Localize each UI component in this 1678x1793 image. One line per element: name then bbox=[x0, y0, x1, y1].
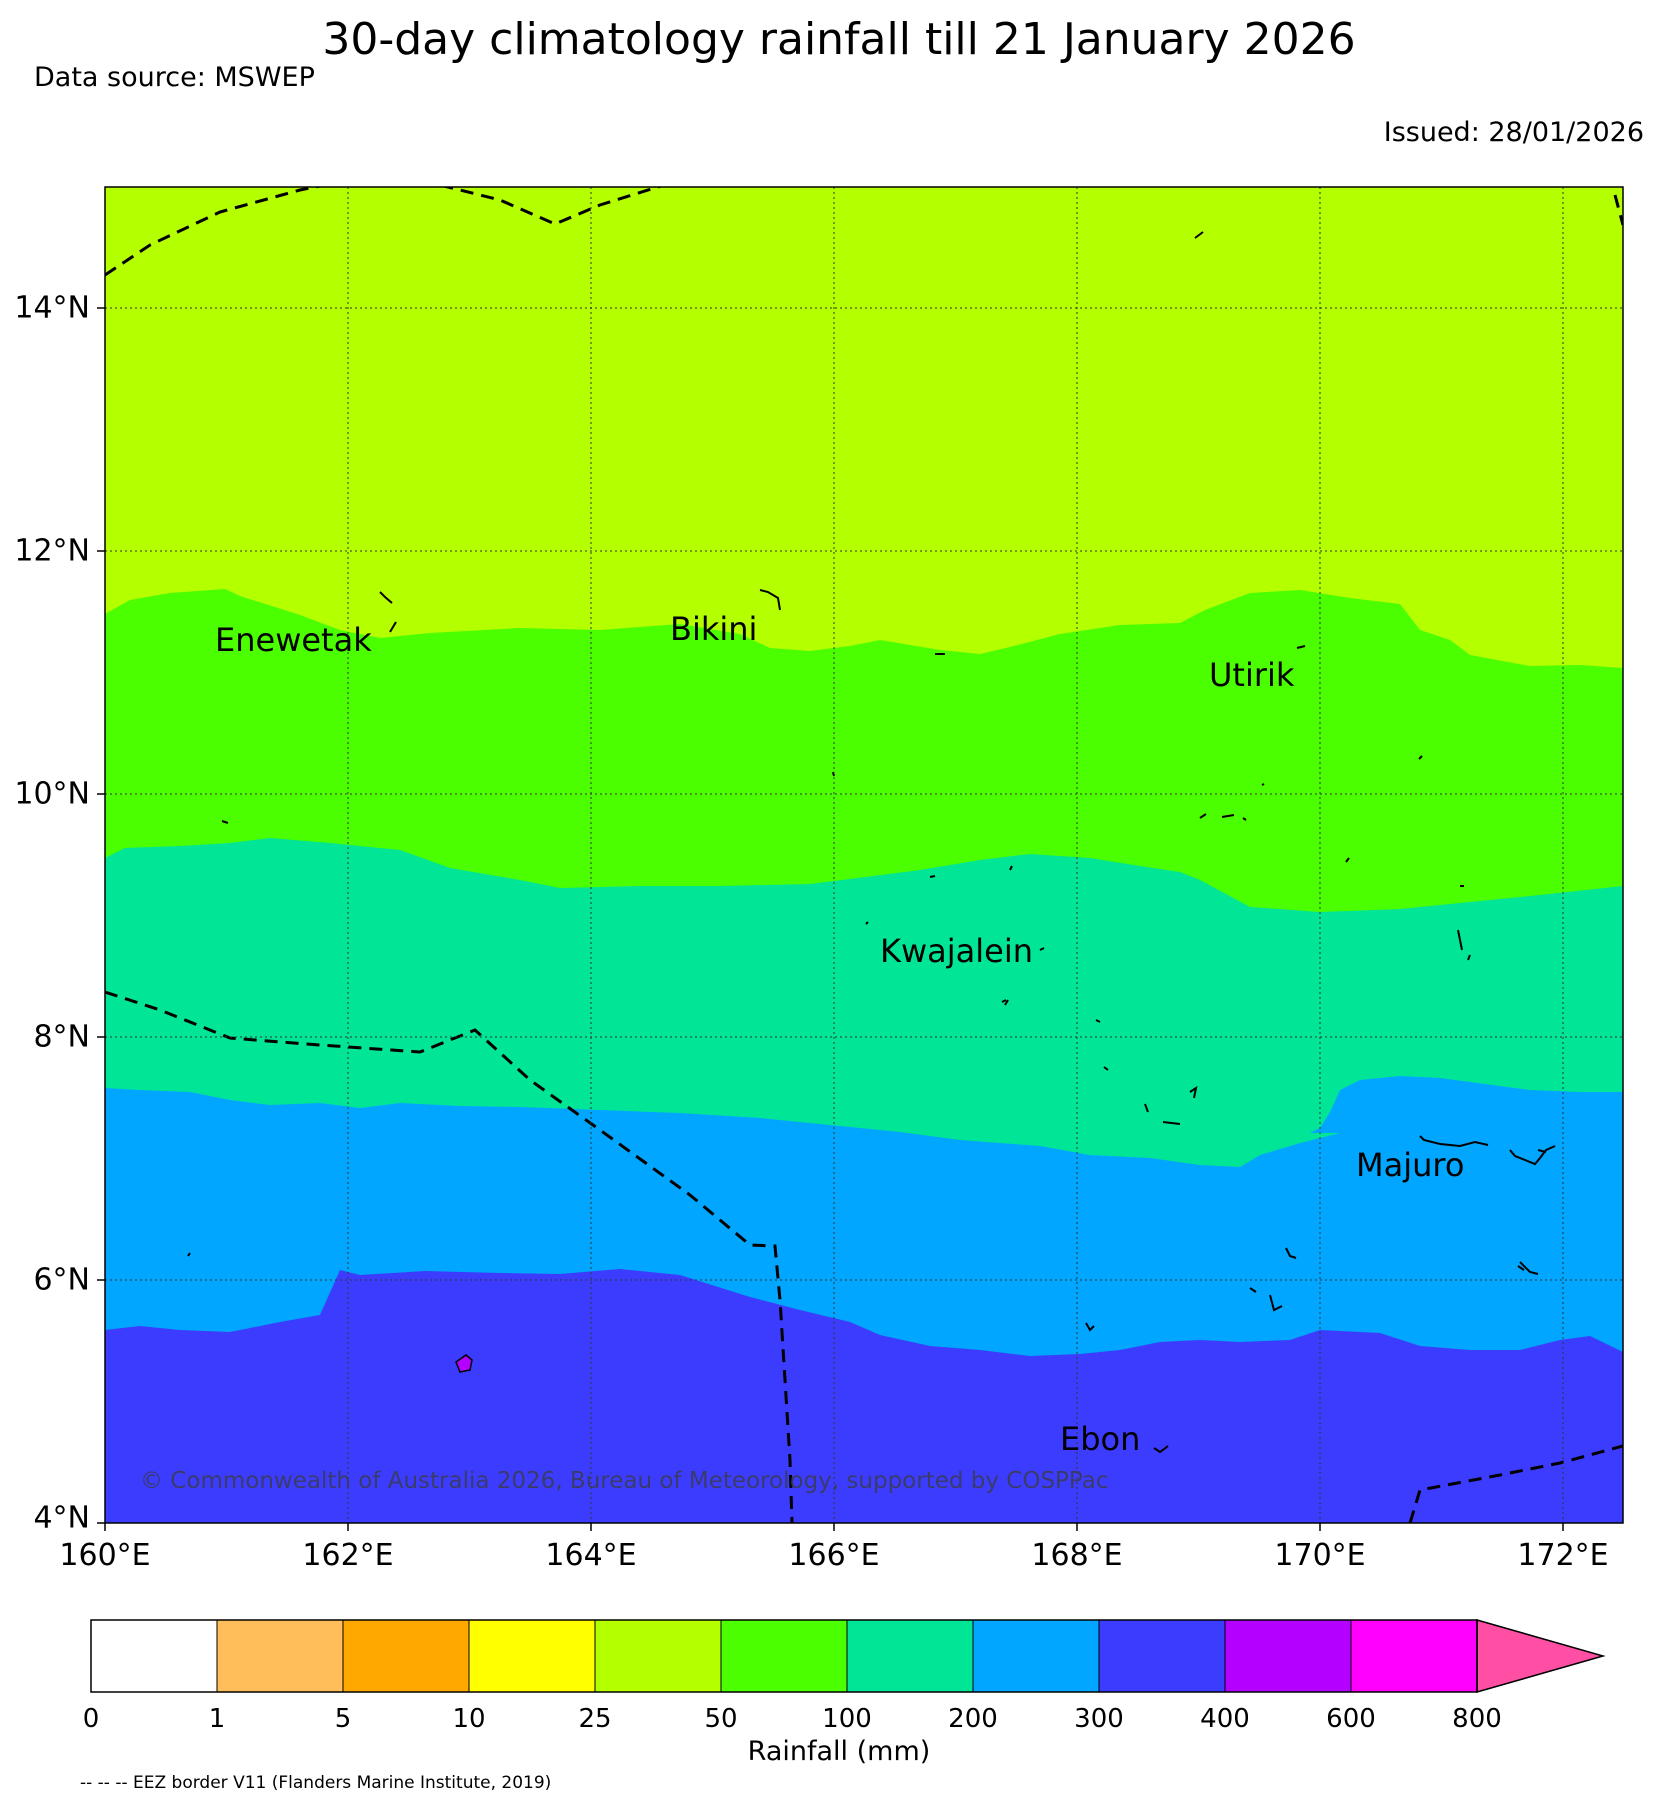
colorbar-tick: 400 bbox=[1200, 1704, 1250, 1734]
colorbar-tick: 0 bbox=[82, 1704, 100, 1734]
lon-tick-166: 166°E bbox=[788, 1538, 880, 1573]
copyright-notice: © Commonwealth of Australia 2026, Bureau… bbox=[140, 1468, 1109, 1494]
place-label-bikini: Bikini bbox=[670, 610, 757, 648]
place-label-enewetak: Enewetak bbox=[215, 621, 372, 659]
map-frame bbox=[104, 186, 1624, 1524]
lat-tick-8: 8°N bbox=[33, 1019, 90, 1055]
colorbar-tick: 800 bbox=[1452, 1704, 1502, 1734]
lon-tick-168: 168°E bbox=[1031, 1538, 1123, 1573]
colorbar-tick: 600 bbox=[1326, 1704, 1376, 1734]
colorbar-tick: 1 bbox=[208, 1704, 226, 1734]
colorbar-tick: 200 bbox=[948, 1704, 998, 1734]
lat-tick-6: 6°N bbox=[33, 1262, 90, 1298]
place-label-majuro: Majuro bbox=[1356, 1146, 1464, 1184]
colorbar-tick: 300 bbox=[1074, 1704, 1124, 1734]
island-outlines bbox=[187, 231, 1556, 1454]
colorbar-tick: 50 bbox=[704, 1704, 738, 1734]
lon-tick-172: 172°E bbox=[1517, 1538, 1609, 1573]
colorbar-tick: 100 bbox=[822, 1704, 872, 1734]
map-title: 30-day climatology rainfall till 21 Janu… bbox=[322, 14, 1356, 65]
issued-date: Issued: 28/01/2026 bbox=[1383, 117, 1644, 148]
place-label-utirik: Utirik bbox=[1209, 656, 1295, 694]
lon-tick-162: 162°E bbox=[302, 1538, 394, 1573]
colorbar-label: Rainfall (mm) bbox=[747, 1736, 931, 1767]
eez-footnote: -- -- -- EEZ border V11 (Flanders Marine… bbox=[80, 1773, 552, 1793]
place-label-ebon: Ebon bbox=[1060, 1420, 1140, 1458]
spot-400-600 bbox=[455, 1354, 473, 1373]
lon-tick-164: 164°E bbox=[545, 1538, 637, 1573]
eez-borders bbox=[105, 187, 1623, 1523]
lon-tick-160: 160°E bbox=[59, 1538, 151, 1573]
data-source: Data source: MSWEP bbox=[34, 62, 315, 93]
lat-tick-12: 12°N bbox=[14, 533, 90, 569]
colorbar-tick: 25 bbox=[578, 1704, 612, 1734]
colorbar-tick: 5 bbox=[334, 1704, 352, 1734]
band-300-400 bbox=[105, 1269, 1623, 1523]
lat-tick-4: 4°N bbox=[33, 1500, 90, 1536]
gridlines bbox=[105, 187, 1623, 1523]
lat-tick-14: 14°N bbox=[14, 290, 90, 326]
lon-tick-170: 170°E bbox=[1274, 1538, 1366, 1573]
colorbar-tick: 10 bbox=[452, 1704, 486, 1734]
lat-tick-10: 10°N bbox=[14, 776, 90, 812]
place-label-kwajalein: Kwajalein bbox=[880, 932, 1033, 970]
